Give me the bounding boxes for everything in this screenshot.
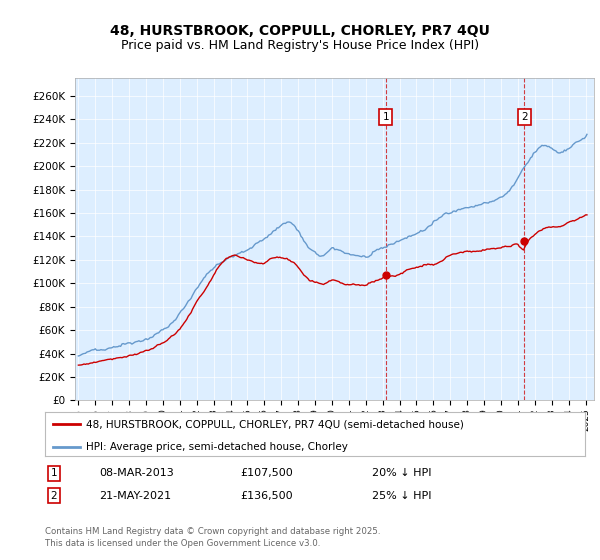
Text: £107,500: £107,500 bbox=[240, 468, 293, 478]
Text: 1: 1 bbox=[382, 112, 389, 122]
Text: 2: 2 bbox=[521, 112, 527, 122]
Text: 21-MAY-2021: 21-MAY-2021 bbox=[99, 491, 171, 501]
Text: £136,500: £136,500 bbox=[240, 491, 293, 501]
Text: 08-MAR-2013: 08-MAR-2013 bbox=[99, 468, 174, 478]
Text: 48, HURSTBROOK, COPPULL, CHORLEY, PR7 4QU: 48, HURSTBROOK, COPPULL, CHORLEY, PR7 4Q… bbox=[110, 24, 490, 38]
Text: 1: 1 bbox=[50, 468, 58, 478]
Text: 20% ↓ HPI: 20% ↓ HPI bbox=[372, 468, 431, 478]
Text: HPI: Average price, semi-detached house, Chorley: HPI: Average price, semi-detached house,… bbox=[86, 441, 347, 451]
Text: Contains HM Land Registry data © Crown copyright and database right 2025.
This d: Contains HM Land Registry data © Crown c… bbox=[45, 527, 380, 548]
Text: 2: 2 bbox=[50, 491, 58, 501]
Text: 25% ↓ HPI: 25% ↓ HPI bbox=[372, 491, 431, 501]
Text: Price paid vs. HM Land Registry's House Price Index (HPI): Price paid vs. HM Land Registry's House … bbox=[121, 39, 479, 53]
Text: 48, HURSTBROOK, COPPULL, CHORLEY, PR7 4QU (semi-detached house): 48, HURSTBROOK, COPPULL, CHORLEY, PR7 4Q… bbox=[86, 419, 463, 429]
